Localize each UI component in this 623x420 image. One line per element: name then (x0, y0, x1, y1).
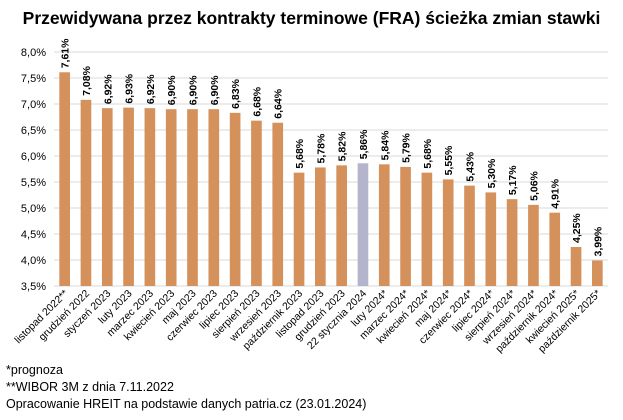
data-label: 6,90% (166, 75, 178, 105)
bar (101, 108, 113, 286)
data-label: 5,84% (379, 130, 391, 160)
data-label: 6,92% (145, 74, 157, 104)
data-label: 7,08% (81, 65, 93, 95)
data-label: 6,93% (124, 73, 136, 103)
data-label: 6,83% (230, 78, 242, 108)
y-tick-label: 6,5% (21, 125, 46, 137)
data-label: 3,99% (592, 226, 604, 256)
bar (272, 122, 284, 286)
data-label: 6,68% (251, 86, 263, 116)
bar (293, 172, 305, 286)
data-label: 6,92% (102, 74, 114, 104)
bar (229, 112, 241, 286)
bar (442, 179, 454, 286)
y-tick-label: 7,5% (21, 73, 46, 85)
bar (59, 72, 70, 286)
y-tick-label: 4,5% (21, 229, 46, 241)
data-label: 5,68% (294, 138, 306, 168)
data-label: 6,90% (209, 75, 221, 105)
y-tick-label: 7,0% (21, 99, 46, 111)
bar (144, 108, 156, 286)
note-source: Opracowanie HREIT na podstawie danych pa… (6, 397, 367, 411)
bar (357, 163, 369, 286)
gridlines (54, 51, 608, 287)
y-tick-label: 5,5% (21, 177, 46, 189)
bar (80, 99, 92, 286)
data-label: 6,64% (273, 88, 285, 118)
bar (421, 172, 433, 286)
data-label: 5,82% (337, 131, 349, 161)
bar (208, 109, 220, 286)
data-label: 7,61% (60, 38, 72, 68)
y-tick-label: 8,0% (21, 47, 46, 59)
data-label: 5,78% (315, 133, 327, 163)
data-label: 6,90% (188, 75, 200, 105)
data-label: 5,86% (358, 129, 370, 159)
data-label: 5,55% (443, 145, 455, 175)
y-axis-ticks: 3,5% 4,0% 4,5% 5,0% 5,5% 6,0% 6,5% 7,0% 7,5% 8,0% (21, 47, 46, 293)
bar (570, 247, 582, 286)
bar (400, 166, 411, 286)
data-label: 5,30% (486, 158, 498, 188)
data-label: 5,43% (465, 151, 477, 181)
bar (506, 199, 518, 286)
data-label: 4,91% (550, 178, 562, 208)
y-tick-label: 3,5% (21, 281, 46, 293)
y-tick-label: 5,0% (21, 203, 46, 215)
bar (123, 107, 134, 286)
note-wibor: **WIBOR 3M z dnia 7.11.2022 (6, 380, 174, 394)
data-label: 5,17% (507, 165, 519, 195)
chart-title: Przewidywana przez kontrakty terminowe (… (22, 8, 601, 28)
data-label: 5,68% (422, 138, 434, 168)
bar (485, 192, 497, 286)
y-tick-label: 6,0% (21, 151, 46, 163)
data-label: 4,25% (571, 213, 583, 243)
bar (549, 212, 561, 286)
bar (592, 260, 603, 286)
bar (336, 165, 347, 286)
bar (251, 120, 262, 286)
bar (464, 185, 475, 286)
bar (528, 204, 539, 286)
bar (378, 164, 390, 286)
data-labels: 7,61% 7,08% 6,92% 6,93% 6,92% 6,90% 6,90% 6,90%… (60, 38, 605, 257)
bar (315, 167, 326, 286)
y-tick-label: 4,0% (21, 255, 46, 267)
data-label: 5,79% (401, 132, 413, 162)
note-forecast: *prognoza (6, 363, 63, 377)
bars (59, 72, 603, 286)
bar (187, 109, 198, 286)
bar (165, 109, 177, 286)
data-label: 5,06% (528, 170, 540, 200)
